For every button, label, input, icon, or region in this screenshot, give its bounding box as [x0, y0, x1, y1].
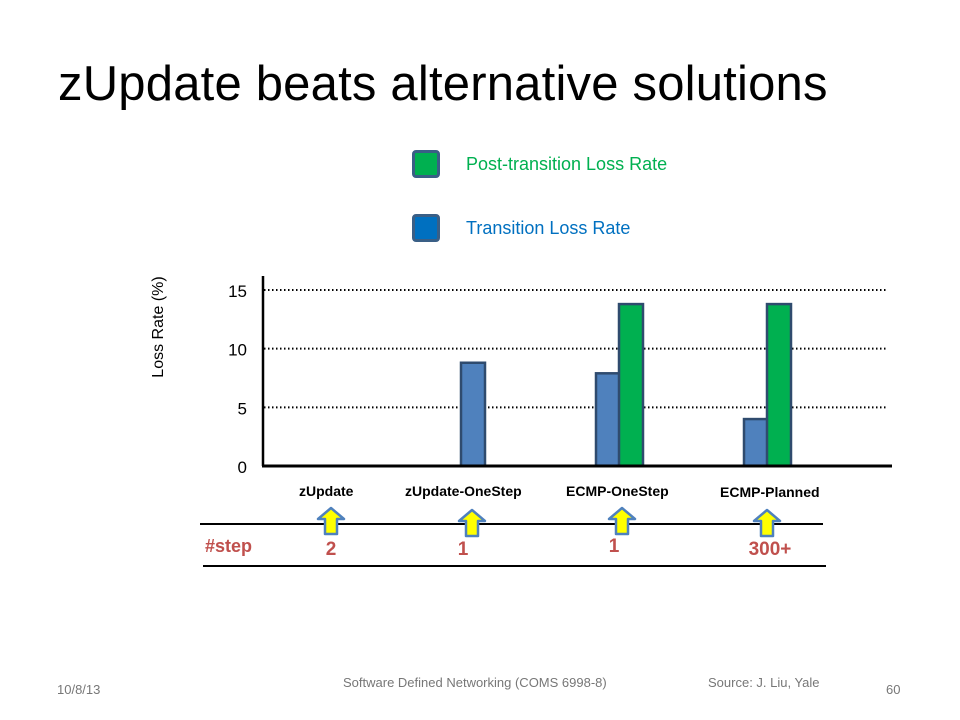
step-count: 1 — [458, 539, 469, 560]
up-arrow-icon — [457, 508, 487, 538]
legend-item-transition: Transition Loss Rate — [412, 211, 630, 245]
up-arrow-icon — [316, 506, 346, 536]
footer-date: 10/8/13 — [57, 682, 101, 697]
legend-label-transition: Transition Loss Rate — [466, 217, 631, 238]
step-count: 2 — [326, 539, 337, 560]
legend-swatch-transition — [412, 214, 440, 242]
page-number: 60 — [886, 682, 901, 697]
step-count: 1 — [609, 536, 620, 557]
up-arrow-icon — [752, 508, 782, 538]
bar-transition — [742, 417, 770, 468]
bar-transition — [594, 372, 622, 468]
legend-swatch-post-transition — [412, 150, 440, 178]
x-category-label: zUpdate — [299, 483, 354, 499]
step-count: 300+ — [749, 539, 792, 560]
up-arrow-icon — [607, 506, 637, 536]
footer-course: Software Defined Networking (COMS 6998-8… — [343, 675, 607, 690]
footer-source: Source: J. Liu, Yale — [708, 675, 820, 690]
step-row-label: #step — [205, 536, 252, 556]
bar-post-transition — [765, 302, 793, 468]
legend-label-post-transition: Post-transition Loss Rate — [466, 153, 668, 174]
x-category-label: ECMP-Planned — [720, 484, 820, 500]
y-tick-label: 0 — [238, 458, 247, 477]
legend-item-post-transition: Post-transition Loss Rate — [412, 147, 667, 181]
bar-transition — [459, 361, 487, 468]
y-tick-label: 15 — [228, 282, 247, 301]
slide-title: zUpdate beats alternative solutions — [58, 57, 828, 111]
x-category-label: zUpdate-OneStep — [405, 483, 522, 499]
x-category-label: ECMP-OneStep — [566, 483, 669, 499]
y-tick-label: 5 — [238, 399, 247, 418]
bar-post-transition — [617, 302, 645, 468]
y-axis-label: Loss Rate (%) — [150, 276, 167, 378]
y-tick-label: 10 — [228, 341, 247, 360]
